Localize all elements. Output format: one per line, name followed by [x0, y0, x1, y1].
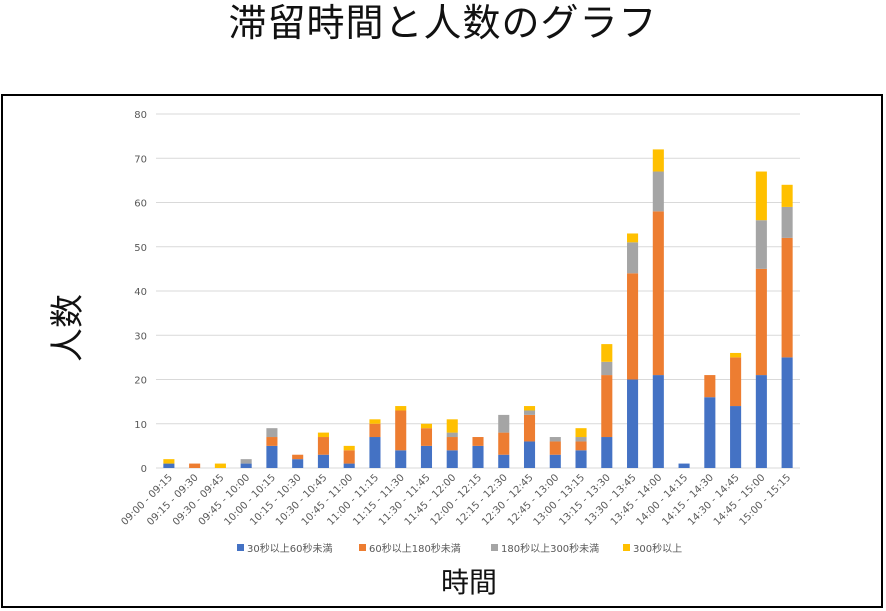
y-tick-label: 70	[134, 154, 147, 165]
bar-segment	[601, 344, 613, 362]
y-tick-label: 50	[134, 243, 147, 254]
bar-segment	[755, 171, 767, 221]
bar-segment	[549, 441, 561, 455]
bar-segment	[781, 206, 793, 238]
bar-segment	[652, 171, 664, 212]
bar-segment	[395, 450, 407, 468]
bar-segment	[652, 375, 664, 468]
bar-segment	[395, 410, 407, 451]
bar-segment	[214, 463, 226, 468]
bar-segment	[627, 379, 639, 468]
bar-segment	[446, 450, 458, 468]
bar-segment	[446, 432, 458, 438]
bar-segment	[730, 352, 742, 358]
bar-segment	[704, 375, 716, 398]
bar-segment	[523, 414, 536, 442]
bar-segment	[601, 361, 613, 376]
bar-segment	[627, 233, 639, 243]
bar-segment	[781, 237, 793, 358]
bar-segment	[317, 454, 329, 468]
bars	[163, 149, 793, 468]
bar-segment	[420, 445, 433, 468]
bar-segment	[523, 441, 536, 468]
bar-segment	[498, 432, 510, 455]
bar-segment	[678, 463, 690, 468]
bar-segment	[369, 419, 381, 424]
bar-segment	[730, 406, 742, 468]
bar-segment	[523, 406, 536, 411]
bar-segment	[781, 184, 793, 207]
bar-segment	[420, 423, 433, 429]
legend-label: 300秒以上	[633, 542, 682, 555]
legend-label: 60秒以上180秒未満	[369, 542, 461, 555]
chart-frame: 0 10 20 30 40 50 60 70 80 09:00 - 09:15 09:15 - 0…	[1, 94, 883, 608]
page-title: 滞留時間と人数のグラフ	[228, 1, 658, 45]
bar-segment	[472, 437, 484, 446]
bar-segment	[755, 375, 767, 468]
bar-segment	[627, 242, 639, 274]
bar-segment	[395, 406, 407, 411]
bar-segment	[163, 459, 175, 464]
bar-segment	[163, 463, 175, 468]
bar-segment	[266, 428, 278, 438]
bar-segment	[523, 410, 536, 415]
gridlines	[156, 113, 800, 469]
bar-segment	[189, 463, 201, 468]
bar-segment	[498, 414, 510, 433]
bar-segment	[292, 459, 304, 468]
bar-segment	[755, 220, 767, 269]
bar-segment	[498, 454, 510, 468]
bar-segment	[575, 437, 587, 442]
y-tick-label: 20	[134, 376, 147, 387]
bar-segment	[343, 445, 355, 451]
bar-segment	[240, 459, 252, 464]
bar-segment	[446, 437, 458, 451]
y-tick-label: 80	[134, 110, 147, 121]
y-axis-label: 人数	[48, 294, 88, 362]
bar-segment	[446, 419, 458, 433]
legend-label: 30秒以上60秒未満	[247, 542, 332, 555]
bar-segment	[755, 268, 767, 376]
bar-segment	[292, 454, 304, 460]
y-tick-label: 0	[141, 464, 147, 475]
legend-swatch	[623, 544, 630, 551]
bar-segment	[652, 149, 664, 172]
legend: 30秒以上60秒未満 60秒以上180秒未満 180秒以上300秒未満 300秒以上	[237, 542, 682, 555]
y-tick-label: 40	[134, 287, 147, 298]
bar-segment	[266, 437, 278, 446]
bar-segment	[420, 428, 433, 446]
y-tick-label: 10	[134, 420, 147, 431]
bar-segment	[343, 463, 355, 468]
bar-segment	[343, 450, 355, 464]
bar-segment	[369, 423, 381, 438]
bar-segment	[369, 437, 381, 468]
bar-segment	[266, 445, 278, 468]
bar-segment	[240, 463, 252, 468]
bar-segment	[652, 211, 664, 376]
y-tick-label: 30	[134, 331, 147, 342]
bar-segment	[472, 445, 484, 468]
bar-segment	[549, 437, 561, 442]
legend-swatch	[237, 544, 244, 551]
bar-segment	[575, 428, 587, 438]
bar-segment	[730, 357, 742, 407]
legend-swatch	[359, 544, 366, 551]
bar-segment	[575, 441, 587, 451]
bar-segment	[601, 375, 613, 438]
legend-swatch	[491, 544, 498, 551]
bar-segment	[704, 397, 716, 468]
legend-label: 180秒以上300秒未満	[501, 542, 599, 555]
bar-segment	[317, 432, 329, 438]
y-tick-label: 60	[134, 199, 147, 210]
bar-segment	[549, 454, 561, 468]
bar-segment	[781, 357, 793, 468]
bar-segment	[601, 437, 613, 468]
x-axis-label: 時間	[441, 566, 497, 599]
y-axis-tick-labels: 0 10 20 30 40 50 60 70 80	[134, 110, 147, 475]
bar-segment	[317, 437, 329, 455]
bar-segment	[627, 273, 639, 380]
bar-segment	[575, 450, 587, 468]
